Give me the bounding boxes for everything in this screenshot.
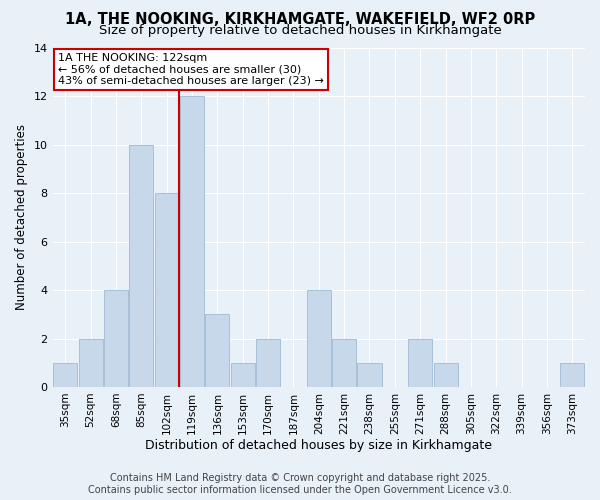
Bar: [104, 290, 128, 387]
Bar: [358, 362, 382, 387]
Text: 1A THE NOOKING: 122sqm
← 56% of detached houses are smaller (30)
43% of semi-det: 1A THE NOOKING: 122sqm ← 56% of detached…: [58, 53, 324, 86]
Y-axis label: Number of detached properties: Number of detached properties: [15, 124, 28, 310]
Bar: [205, 314, 229, 387]
X-axis label: Distribution of detached houses by size in Kirkhamgate: Distribution of detached houses by size …: [145, 440, 492, 452]
Text: 1A, THE NOOKING, KIRKHAMGATE, WAKEFIELD, WF2 0RP: 1A, THE NOOKING, KIRKHAMGATE, WAKEFIELD,…: [65, 12, 535, 26]
Bar: [155, 194, 179, 387]
Bar: [408, 338, 432, 387]
Bar: [256, 338, 280, 387]
Bar: [434, 362, 458, 387]
Bar: [129, 145, 154, 387]
Bar: [79, 338, 103, 387]
Bar: [307, 290, 331, 387]
Text: Size of property relative to detached houses in Kirkhamgate: Size of property relative to detached ho…: [98, 24, 502, 37]
Bar: [230, 362, 255, 387]
Bar: [560, 362, 584, 387]
Bar: [180, 96, 204, 387]
Bar: [53, 362, 77, 387]
Text: Contains HM Land Registry data © Crown copyright and database right 2025.
Contai: Contains HM Land Registry data © Crown c…: [88, 474, 512, 495]
Bar: [332, 338, 356, 387]
